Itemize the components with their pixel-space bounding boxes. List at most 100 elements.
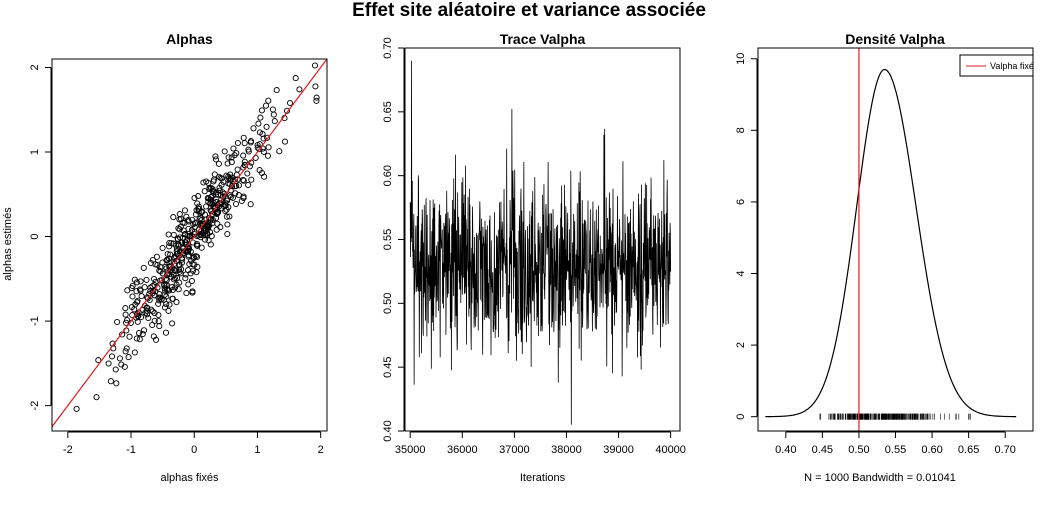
scatter-point <box>141 284 148 291</box>
scatter-point <box>156 297 163 304</box>
scatter-point <box>232 200 240 208</box>
scatter-point <box>178 254 185 261</box>
scatter-point <box>189 288 196 295</box>
scatter-point <box>185 281 192 288</box>
scatter-point <box>183 213 190 220</box>
scatter-point <box>131 349 138 356</box>
scatter-point <box>185 267 192 274</box>
scatter-point <box>73 405 80 412</box>
scatter-point <box>222 199 229 206</box>
scatter-point <box>188 226 196 234</box>
scatter-point <box>225 154 232 161</box>
scatter-point <box>181 231 188 238</box>
trace-y-tick-label: 0.40 <box>382 420 394 441</box>
density-y-axis: 0 2 4 6 8 10 <box>735 53 758 420</box>
scatter-point <box>240 152 247 159</box>
scatter-point <box>203 203 210 210</box>
alphas-ylabel: alphas estimés <box>2 207 14 281</box>
scatter-point <box>191 220 199 227</box>
scatter-point <box>122 305 129 312</box>
scatter-point <box>177 270 184 277</box>
scatter-point <box>240 134 247 141</box>
density-y-tick-label: 0 <box>735 414 747 420</box>
density-title: Densité Valpha <box>845 31 945 47</box>
scatter-point <box>260 148 267 155</box>
scatter-point <box>138 314 145 321</box>
scatter-point <box>143 276 150 283</box>
scatter-point <box>170 214 177 221</box>
density-y-tick-label: 2 <box>735 342 747 348</box>
scatter-point <box>257 114 264 121</box>
scatter-point <box>213 199 220 206</box>
scatter-point <box>256 146 263 153</box>
scatter-point <box>194 200 201 207</box>
scatter-point <box>209 210 216 217</box>
scatter-point <box>136 336 143 343</box>
alphas-x-tick-label: 0 <box>191 444 197 456</box>
scatter-point <box>122 319 130 326</box>
scatter-point <box>200 230 207 237</box>
trace-x-tick-label: 38000 <box>551 444 582 456</box>
scatter-point <box>201 236 209 243</box>
scatter-point <box>198 244 205 251</box>
scatter-point <box>166 255 173 262</box>
scatter-point <box>169 320 176 327</box>
scatter-point <box>245 181 252 189</box>
scatter-point <box>176 226 183 233</box>
scatter-point <box>173 242 180 249</box>
scatter-point <box>213 226 220 233</box>
scatter-point <box>210 188 217 195</box>
scatter-point <box>191 194 198 202</box>
alphas-x-tick-label: 1 <box>254 444 260 456</box>
scatter-point <box>191 261 198 268</box>
alphas-y-tick-label: 1 <box>29 149 41 155</box>
scatter-point <box>184 232 191 239</box>
scatter-point <box>256 167 263 174</box>
alphas-x-tick-label: -2 <box>63 444 73 456</box>
density-legend: Valpha fixé <box>959 54 1034 77</box>
scatter-point <box>126 333 133 340</box>
scatter-point <box>179 239 186 246</box>
scatter-point <box>269 106 276 113</box>
alphas-plot-frame <box>51 58 328 432</box>
scatter-point <box>212 156 220 163</box>
trace-y-tick-label: 0.70 <box>382 37 394 58</box>
scatter-point <box>171 274 178 282</box>
scatter-point <box>175 286 182 293</box>
scatter-point <box>170 231 177 238</box>
scatter-point <box>255 120 262 127</box>
scatter-point <box>168 283 175 291</box>
scatter-point <box>172 284 179 291</box>
density-x-axis: 0.40 0.45 0.50 0.55 0.60 0.65 0.70 <box>775 431 1016 456</box>
scatter-point <box>135 329 143 337</box>
trace-plot-frame <box>404 47 681 432</box>
scatter-point <box>215 191 222 198</box>
trace-x-axis: 35000 36000 37000 38000 39000 40000 <box>395 431 686 456</box>
scatter-point <box>147 284 154 291</box>
scatter-point <box>173 299 180 306</box>
scatter-point <box>264 152 271 159</box>
scatter-point <box>133 288 140 295</box>
scatter-point <box>140 264 147 271</box>
scatter-point <box>228 174 236 181</box>
scatter-point <box>155 318 162 325</box>
scatter-point <box>193 269 200 276</box>
density-xlabel: N = 1000 Bandwidth = 0.01041 <box>804 472 956 484</box>
scatter-point <box>240 177 247 184</box>
density-y-tick-label: 4 <box>735 270 747 276</box>
scatter-point <box>216 187 223 194</box>
scatter-point <box>286 99 294 107</box>
scatter-point <box>143 311 151 318</box>
alphas-title: Alphas <box>166 31 213 47</box>
scatter-point <box>261 173 268 180</box>
trace-x-tick-label: 35000 <box>395 444 426 456</box>
scatter-point <box>150 275 158 283</box>
scatter-point <box>223 213 230 220</box>
density-x-tick-label: 0.50 <box>848 444 869 456</box>
scatter-point <box>241 158 248 165</box>
scatter-point <box>224 221 231 228</box>
scatter-point <box>198 217 205 224</box>
density-curve <box>765 68 1017 418</box>
scatter-point <box>233 182 240 189</box>
